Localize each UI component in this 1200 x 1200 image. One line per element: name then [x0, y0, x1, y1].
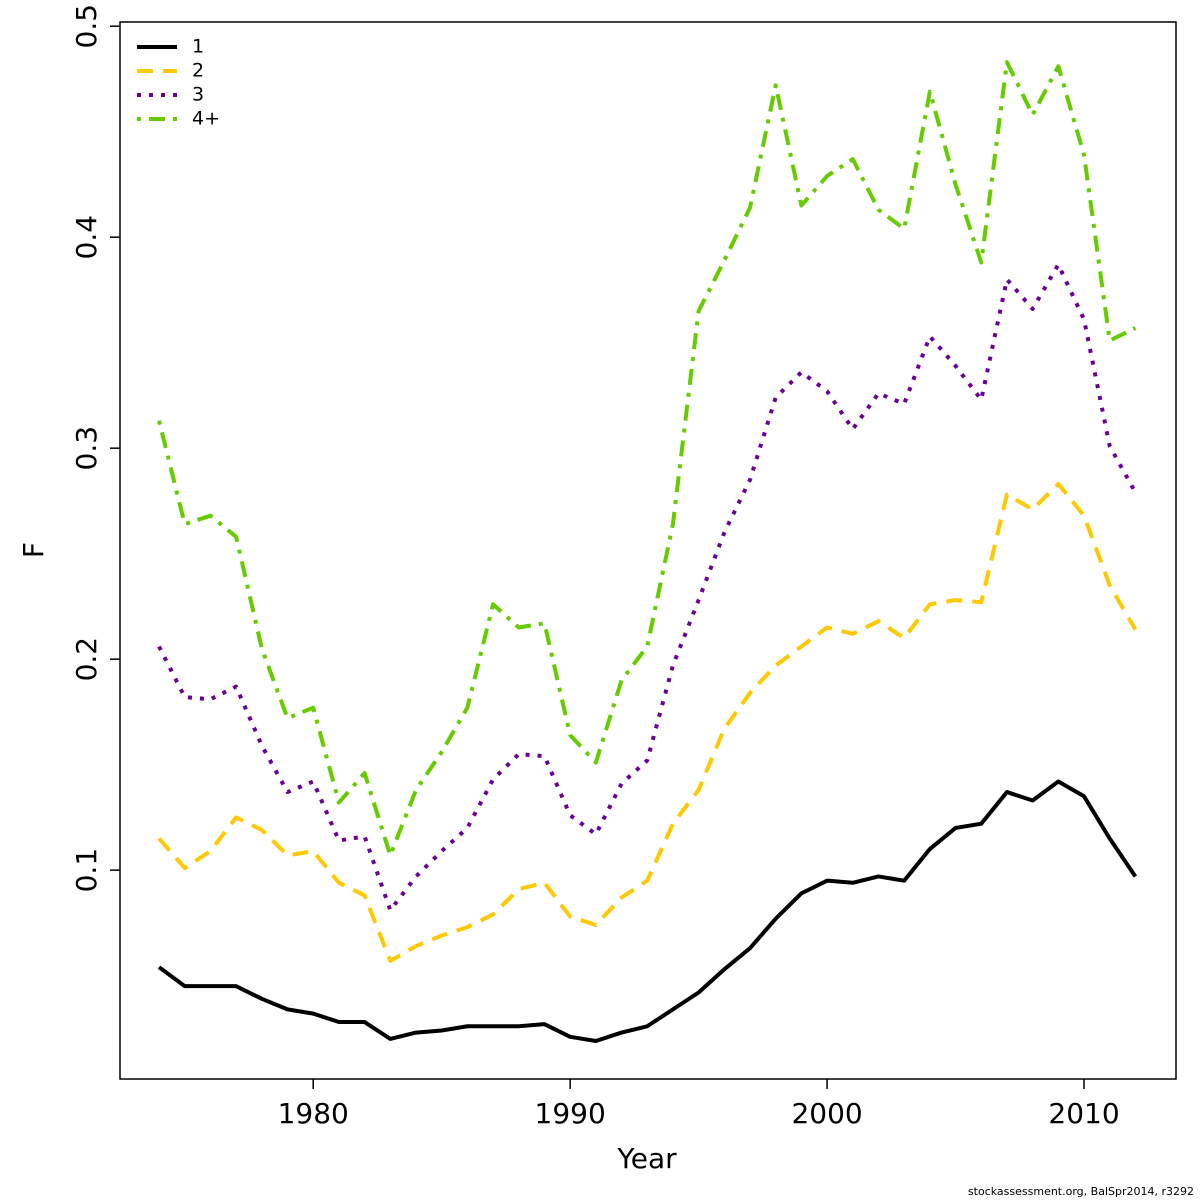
series-line: [157, 60, 1137, 858]
series-line: [157, 482, 1138, 963]
x-tick-label: 1990: [535, 1097, 606, 1130]
y-tick-label: 0.1: [70, 848, 103, 893]
legend-label: 4+: [192, 108, 220, 130]
y-tick-label: 0.5: [70, 4, 103, 49]
footnote: stockassessment.org, BalSpr2014, r3292: [968, 1185, 1194, 1198]
plot-frame: [119, 21, 1177, 1080]
legend-label: 1: [192, 36, 204, 58]
y-tick-label: 0.4: [70, 215, 103, 260]
y-tick-label: 0.2: [70, 637, 103, 682]
y-axis-label: F: [17, 542, 50, 558]
y-tick-label: 0.3: [70, 426, 103, 471]
x-tick-label: 2000: [791, 1097, 862, 1130]
x-axis-label: Year: [616, 1142, 677, 1175]
series-line: [157, 779, 1138, 1044]
x-tick-label: 1980: [278, 1097, 349, 1130]
legend-label: 3: [192, 84, 204, 106]
x-tick-label: 2010: [1048, 1097, 1119, 1130]
legend-label: 2: [192, 60, 204, 82]
series-line: [157, 262, 1138, 913]
